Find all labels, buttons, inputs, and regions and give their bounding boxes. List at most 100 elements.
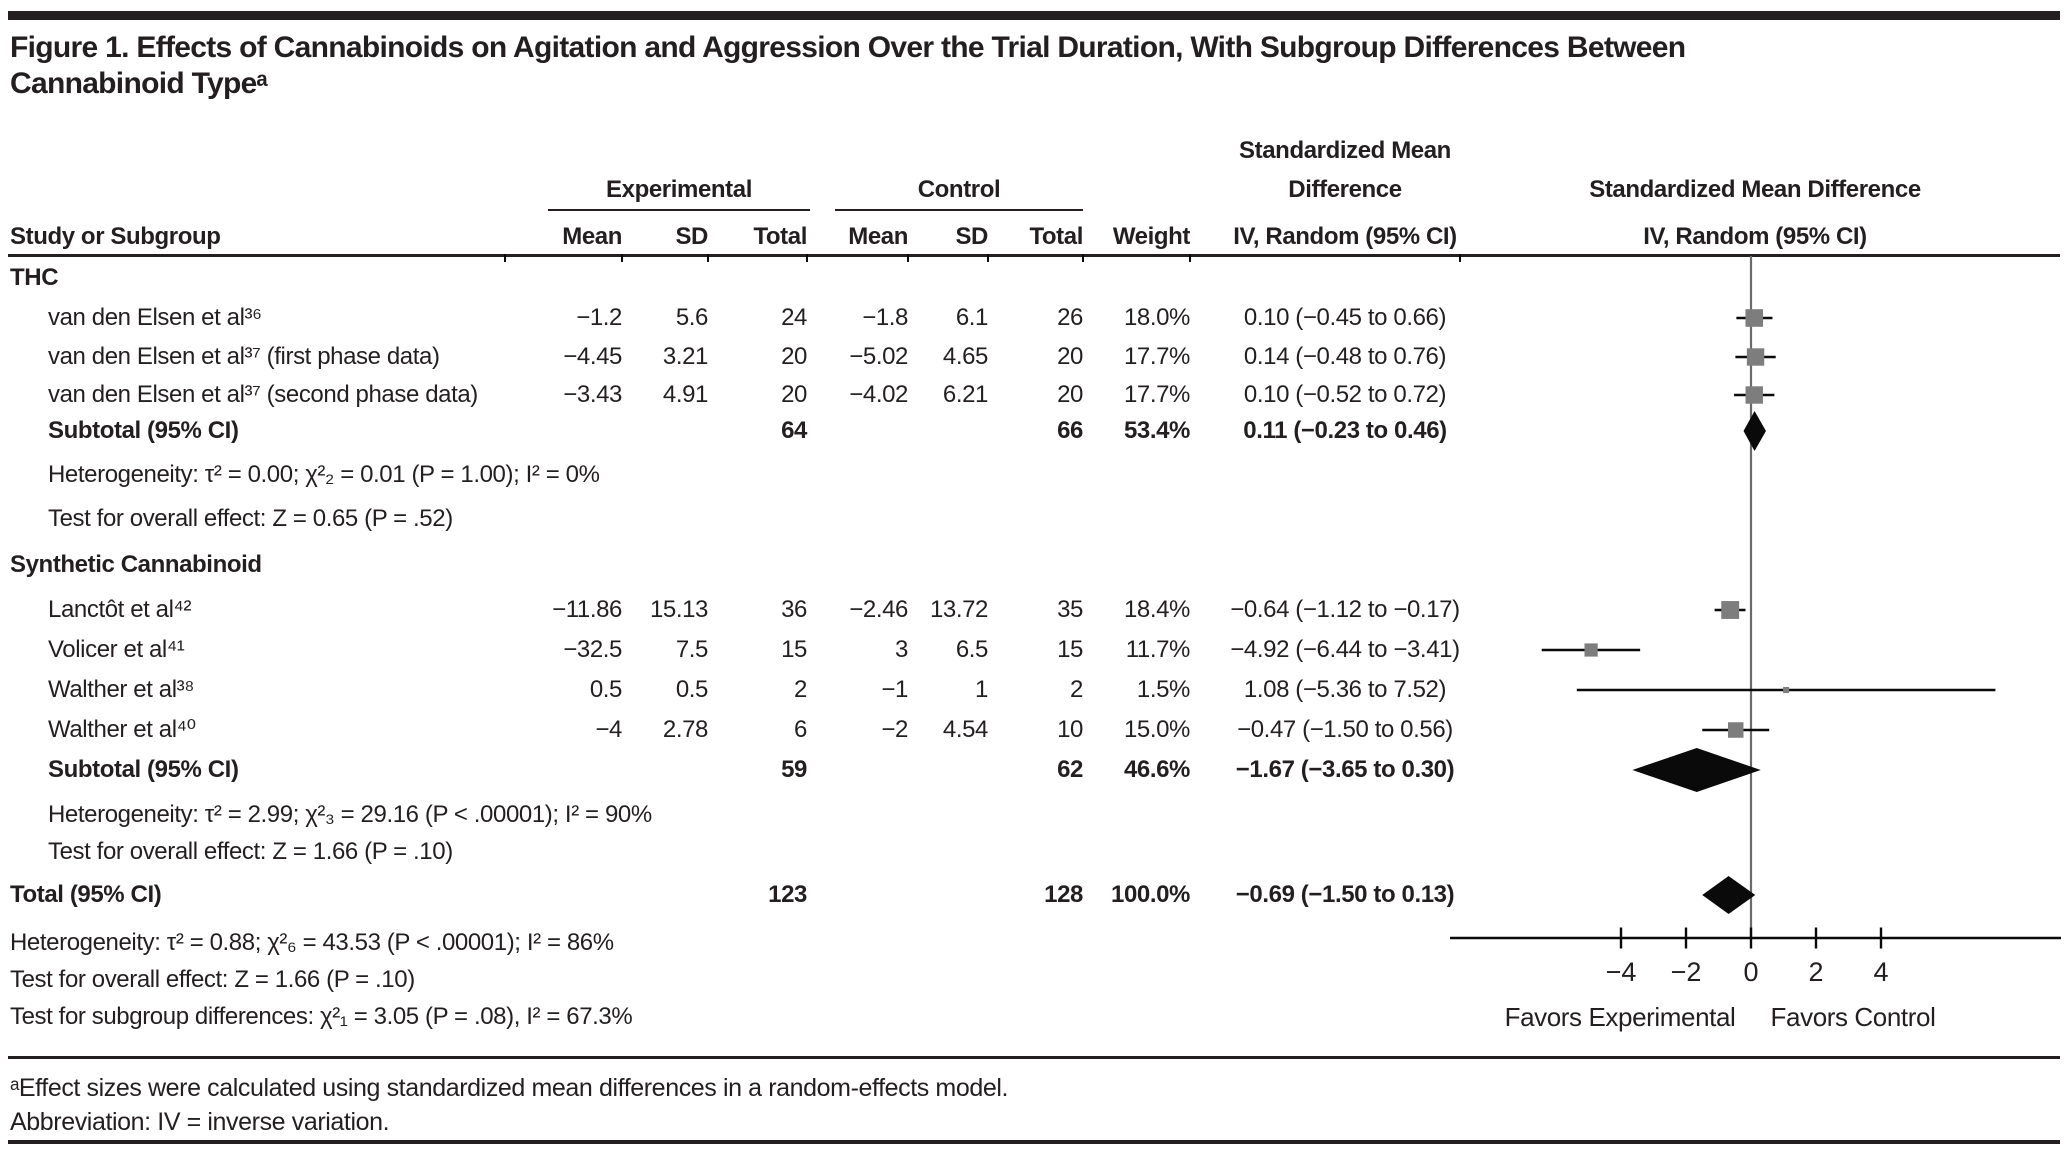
plot-header-line1: Standardized Mean Difference xyxy=(1589,176,1921,203)
cell-weight: 46.6% xyxy=(1123,756,1190,783)
weight-header: Weight xyxy=(1112,223,1191,250)
cell-c5: 6.5 xyxy=(955,636,989,663)
subgroup-label: THC xyxy=(10,264,59,291)
cell-smd: −0.69 (−1.50 to 0.13) xyxy=(1235,881,1455,908)
figure-bottom-rule xyxy=(8,1140,2060,1144)
experimental-underline xyxy=(548,209,810,212)
plot-header-line2: IV, Random (95% CI) xyxy=(1643,223,1867,250)
summary-label: Total (95% CI) xyxy=(10,881,162,908)
ctl-total-header: Total xyxy=(1029,223,1083,250)
cell-c1: −32.5 xyxy=(563,636,622,663)
cell-c6: 2 xyxy=(1070,676,1083,703)
cell-c1: −11.86 xyxy=(552,596,622,623)
footnote-line2: Abbreviation: IV = inverse variation. xyxy=(10,1108,390,1136)
summary-label: Subtotal (95% CI) xyxy=(48,756,239,783)
footnote-top-rule xyxy=(8,1056,2060,1059)
smd-column-header-line1: Standardized Mean xyxy=(1239,137,1451,164)
total-overall-effect-stat: Test for overall effect: Z = 1.66 (P = .… xyxy=(10,966,415,993)
cell-c7: 11.7% xyxy=(1125,636,1191,663)
cell-c4: 3 xyxy=(895,636,908,663)
ctl-mean-header: Mean xyxy=(848,223,908,250)
figure-title-line2: Cannabinoid Typeᵃ xyxy=(10,67,268,100)
cell-c7: 18.0% xyxy=(1123,304,1190,331)
study-name: Lanctôt et al⁴² xyxy=(48,596,192,623)
heterogeneity-stat: Heterogeneity: τ² = 0.00; χ²₂ = 0.01 (P … xyxy=(48,461,600,488)
cell-c1: −1.2 xyxy=(576,304,622,331)
cell-c3: 24 xyxy=(781,304,807,331)
footnote-line1: ᵃEffect sizes were calculated using stan… xyxy=(10,1074,1009,1102)
cell-c7: 1.5% xyxy=(1136,676,1191,703)
cell-c3: 36 xyxy=(781,596,807,623)
cell-weight: 53.4% xyxy=(1123,417,1190,444)
cell-c3: 2 xyxy=(794,676,807,703)
cell-c2: 3.21 xyxy=(662,343,709,370)
cell-ctl-total: 62 xyxy=(1057,756,1083,783)
cell-weight: 100.0% xyxy=(1111,881,1190,908)
cell-c1: −3.43 xyxy=(563,381,622,408)
cell-c6: 26 xyxy=(1057,304,1083,331)
table-header-rule xyxy=(8,254,2060,257)
study-column-header: Study or Subgroup xyxy=(10,223,221,250)
top-bar xyxy=(8,11,2060,20)
exp-total-header: Total xyxy=(753,223,807,250)
exp-mean-header: Mean xyxy=(562,223,622,250)
cell-exp-total: 123 xyxy=(768,881,807,908)
cell-c6: 20 xyxy=(1057,343,1083,370)
cell-c3: 15 xyxy=(781,636,807,663)
ctl-sd-header: SD xyxy=(955,223,988,250)
cell-c8: −4.92 (−6.44 to −3.41) xyxy=(1230,636,1460,663)
control-group-header: Control xyxy=(917,176,1001,203)
cell-c6: 15 xyxy=(1057,636,1083,663)
favors-control-label: Favors Control xyxy=(1770,1002,1936,1032)
cell-c4: −4.02 xyxy=(849,381,908,408)
study-name: Walther et al³⁸ xyxy=(48,676,194,703)
cell-c2: 5.6 xyxy=(675,304,709,331)
cell-c4: −2.46 xyxy=(849,596,908,623)
cell-c5: 1 xyxy=(975,676,988,703)
summary-label: Subtotal (95% CI) xyxy=(48,417,239,444)
cell-c3: 20 xyxy=(781,343,807,370)
overall-effect-stat: Test for overall effect: Z = 1.66 (P = .… xyxy=(48,838,453,865)
figure-title-line1: Figure 1. Effects of Cannabinoids on Agi… xyxy=(10,31,1686,64)
subgroup-label: Synthetic Cannabinoid xyxy=(10,551,262,578)
cell-c6: 20 xyxy=(1057,381,1083,408)
cell-c4: −1 xyxy=(881,676,908,703)
study-name: Volicer et al⁴¹ xyxy=(48,636,185,663)
cell-c3: 6 xyxy=(794,716,807,743)
favors-experimental-label: Favors Experimental xyxy=(1504,1002,1736,1032)
cell-c5: 13.72 xyxy=(929,596,988,623)
cell-c8: 1.08 (−5.36 to 7.52) xyxy=(1243,676,1447,703)
cell-c2: 0.5 xyxy=(675,676,709,703)
cell-c8: 0.10 (−0.52 to 0.72) xyxy=(1243,381,1447,408)
cell-c8: −0.47 (−1.50 to 0.56) xyxy=(1237,716,1453,743)
cell-c1: −4.45 xyxy=(563,343,622,370)
cell-exp-total: 64 xyxy=(781,417,807,444)
cell-ctl-total: 66 xyxy=(1057,417,1083,444)
experimental-group-header: Experimental xyxy=(606,176,752,203)
cell-c2: 7.5 xyxy=(675,636,709,663)
cell-c3: 20 xyxy=(781,381,807,408)
cell-c6: 35 xyxy=(1057,596,1083,623)
cell-c8: 0.14 (−0.48 to 0.76) xyxy=(1243,343,1447,370)
cell-c7: 15.0% xyxy=(1123,716,1190,743)
control-underline xyxy=(835,209,1083,212)
cell-c2: 4.91 xyxy=(662,381,709,408)
study-name: van den Elsen et al³⁷ (second phase data… xyxy=(48,381,478,408)
cell-c8: 0.10 (−0.45 to 0.66) xyxy=(1243,304,1447,331)
cell-c1: −4 xyxy=(595,716,622,743)
cell-c2: 2.78 xyxy=(662,716,709,743)
cell-c7: 18.4% xyxy=(1123,596,1190,623)
figure-title: Figure 1. Effects of Cannabinoids on Agi… xyxy=(10,30,1686,102)
cell-c2: 15.13 xyxy=(649,596,708,623)
cell-exp-total: 59 xyxy=(781,756,807,783)
cell-c5: 6.21 xyxy=(942,381,989,408)
cell-c7: 17.7% xyxy=(1123,343,1190,370)
cell-c6: 10 xyxy=(1057,716,1083,743)
cell-c7: 17.7% xyxy=(1123,381,1190,408)
cell-smd: 0.11 (−0.23 to 0.46) xyxy=(1243,417,1447,444)
cell-c5: 6.1 xyxy=(955,304,989,331)
total-heterogeneity-stat: Heterogeneity: τ² = 0.88; χ²₆ = 43.53 (P… xyxy=(10,929,614,956)
heterogeneity-stat: Heterogeneity: τ² = 2.99; χ²₃ = 29.16 (P… xyxy=(48,801,652,828)
cell-c8: −0.64 (−1.12 to −0.17) xyxy=(1230,596,1460,623)
